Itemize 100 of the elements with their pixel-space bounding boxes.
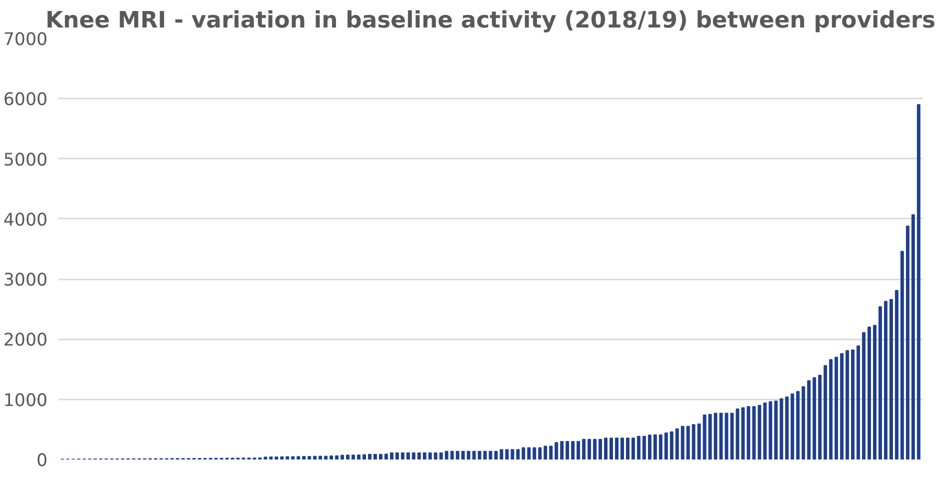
- bar: [461, 450, 465, 460]
- bar: [588, 438, 592, 460]
- bar: [439, 452, 443, 460]
- bar: [505, 449, 509, 460]
- bar: [522, 447, 526, 460]
- y-tick-label: 1000: [3, 390, 48, 411]
- bar: [653, 434, 657, 460]
- bar: [340, 454, 344, 460]
- bar: [780, 398, 784, 460]
- bar: [851, 350, 855, 460]
- bar: [527, 447, 531, 460]
- y-tick-label: 4000: [3, 210, 48, 230]
- bar: [318, 456, 322, 460]
- bar: [840, 353, 844, 460]
- bar: [466, 450, 470, 460]
- bar: [362, 454, 366, 460]
- bar: [730, 412, 734, 460]
- bar: [790, 393, 794, 460]
- bar: [286, 456, 290, 460]
- bar: [456, 450, 460, 460]
- bar: [335, 455, 339, 460]
- bar: [802, 386, 806, 460]
- bar: [291, 456, 295, 460]
- bar: [906, 226, 910, 460]
- bar: [812, 377, 816, 460]
- bar: [280, 456, 284, 460]
- bar: [796, 391, 800, 460]
- bar: [571, 440, 575, 460]
- bar: [378, 454, 382, 460]
- bar: [774, 400, 778, 460]
- bar: [615, 438, 618, 460]
- bar: [724, 412, 728, 460]
- bar: [636, 436, 640, 460]
- bar: [532, 447, 536, 460]
- bar: [274, 456, 278, 460]
- bar: [308, 456, 312, 460]
- bar: [412, 452, 416, 460]
- bar: [352, 454, 356, 460]
- bar: [631, 438, 635, 460]
- bar: [269, 456, 273, 460]
- bar: [384, 454, 388, 460]
- chart-title: Knee MRI - variation in baseline activity (2018/19) between providers: [45, 8, 936, 34]
- bar: [620, 438, 624, 460]
- bar: [296, 456, 300, 460]
- bar: [368, 454, 372, 460]
- bar: [916, 104, 920, 460]
- bar: [330, 456, 334, 460]
- y-tick-label: 2000: [3, 330, 48, 351]
- bar: [670, 431, 674, 460]
- bar: [719, 412, 723, 460]
- bar: [598, 438, 602, 460]
- bar: [417, 452, 421, 460]
- bar: [752, 406, 756, 460]
- bar: [566, 440, 570, 460]
- bar: [702, 414, 706, 460]
- bar: [357, 454, 360, 460]
- bar: [346, 454, 350, 460]
- bar: [807, 380, 811, 460]
- y-tick-label: 3000: [3, 270, 48, 291]
- bar: [818, 374, 822, 460]
- bar: [626, 438, 630, 460]
- bar: [472, 450, 476, 460]
- bar: [510, 449, 514, 460]
- bar: [846, 350, 850, 460]
- bar: [675, 428, 679, 460]
- bar: [686, 426, 690, 460]
- y-tick-label: 5000: [3, 150, 48, 170]
- bar: [862, 332, 866, 460]
- bar: [900, 250, 904, 460]
- bar: [714, 412, 718, 460]
- bar: [434, 452, 438, 460]
- bar: [884, 300, 888, 460]
- bar: [829, 359, 833, 460]
- bar: [444, 450, 448, 460]
- bar: [680, 426, 684, 460]
- bar: [911, 214, 915, 460]
- bar: [894, 290, 898, 460]
- bar: [758, 404, 762, 460]
- bar: [664, 432, 668, 460]
- bar: [593, 438, 597, 460]
- bar: [395, 452, 399, 460]
- y-tick-label: 7000: [3, 30, 48, 50]
- bar: [313, 456, 317, 460]
- bar: [834, 356, 838, 460]
- y-tick-label: 0: [36, 451, 48, 471]
- bar: [324, 456, 328, 460]
- bar: [610, 438, 613, 460]
- bar: [648, 434, 652, 460]
- bar: [582, 438, 586, 460]
- bar: [763, 402, 767, 460]
- bar: [708, 414, 712, 460]
- bar: [400, 452, 404, 460]
- bar: [576, 440, 580, 460]
- bar: [549, 446, 553, 460]
- bar: [768, 401, 772, 460]
- bar: [264, 456, 268, 460]
- bar: [450, 450, 454, 460]
- bar: [302, 456, 306, 460]
- bar: [868, 326, 871, 460]
- bar: [500, 449, 504, 460]
